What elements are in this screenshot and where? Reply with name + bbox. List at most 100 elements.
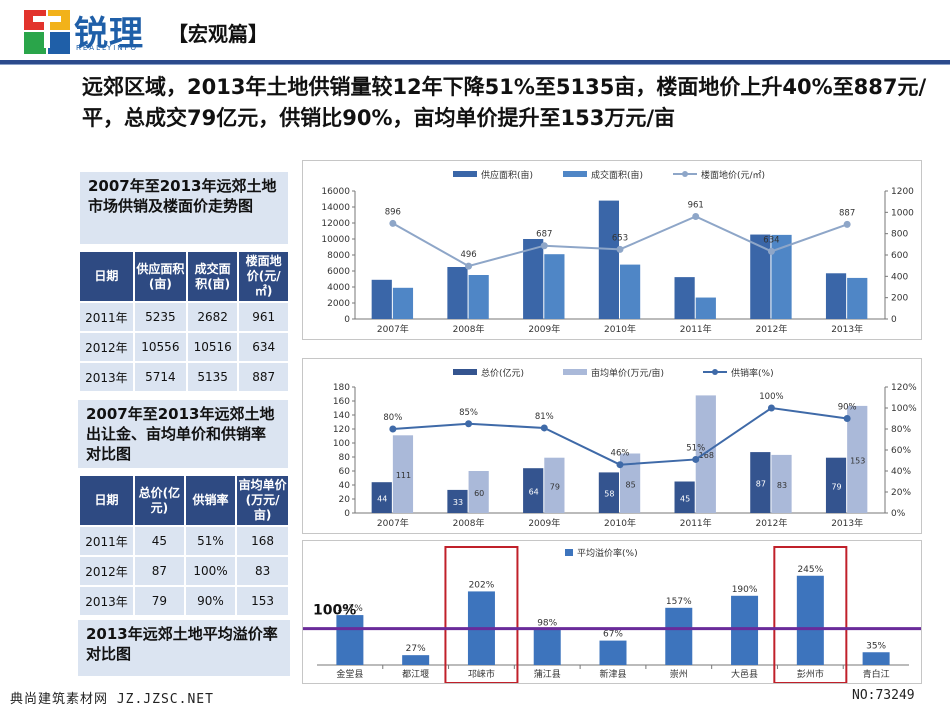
y2-tick-label: 600 — [891, 251, 908, 261]
x-tick-label: 金堂县 — [336, 668, 363, 680]
line-point — [616, 461, 624, 469]
data-label: 153 — [850, 456, 865, 465]
legend-label: 楼面地价(元/㎡) — [701, 169, 765, 181]
line-point — [616, 245, 624, 253]
table-row: 2011年 5235 2682 961 — [80, 303, 288, 331]
table-header-row: 日期 总价(亿元) 供销率 亩均单价(万元/亩) — [80, 476, 288, 525]
x-tick-label: 2008年 — [453, 517, 485, 529]
table-header-cell: 日期 — [80, 476, 134, 525]
chart3-frame: 平均溢价率(%) 137% 金堂县 27% 都江堰 202% 邛崃市 98% 蒲江县 67% 新津县… — [301, 540, 943, 684]
line-point — [843, 220, 851, 228]
reference-line-label: 100% — [313, 603, 356, 619]
line-point — [692, 455, 700, 463]
bar — [674, 481, 695, 513]
panel2-table: 日期 总价(亿元) 供销率 亩均单价(万元/亩) 2011年 45 51% 16… — [78, 474, 290, 617]
panel3-title: 2013年远郊土地平均溢价率对比图 — [78, 620, 290, 676]
brand-name: 锐理 — [74, 14, 144, 54]
line-point — [389, 219, 397, 227]
y-tick-label: 20 — [339, 495, 351, 505]
table-cell: 2012年 — [80, 557, 134, 585]
y-tick-label: 16000 — [321, 187, 350, 197]
x-tick-label: 2010年 — [604, 517, 636, 529]
x-tick-label: 2009年 — [528, 323, 560, 335]
line-label: 51% — [686, 443, 705, 453]
table-cell: 83 — [237, 557, 288, 585]
bar — [468, 471, 489, 513]
line-label: 496 — [460, 250, 476, 260]
table-cell: 87 — [135, 557, 184, 585]
table-cell: 10556 — [134, 333, 186, 361]
x-tick-label: 2013年 — [831, 517, 863, 529]
data-label: 85 — [626, 480, 636, 489]
y2-tick-label: 40% — [891, 467, 911, 477]
data-label: 168 — [699, 451, 714, 460]
bar — [825, 457, 847, 513]
table-cell: 10516 — [188, 333, 238, 361]
line-point — [692, 212, 700, 220]
line-label: 887 — [839, 208, 855, 218]
bar — [523, 468, 544, 513]
y-tick-label: 2000 — [327, 299, 350, 309]
bar — [847, 405, 868, 513]
table-row: 2013年 79 90% 153 — [80, 587, 288, 615]
table-cell: 90% — [185, 587, 236, 615]
data-label: 190% — [732, 585, 758, 595]
x-tick-label: 2012年 — [755, 517, 787, 529]
line-point — [767, 247, 775, 255]
line-label: 46% — [611, 449, 630, 459]
table-cell: 2013年 — [80, 587, 134, 615]
data-label: 87 — [756, 480, 766, 489]
bar — [468, 275, 489, 319]
line-label: 896 — [385, 207, 401, 217]
x-tick-label: 崇州 — [670, 669, 688, 680]
data-label: 111 — [396, 471, 411, 480]
table-cell: 887 — [239, 363, 288, 391]
table-row: 2012年 10556 10516 634 — [80, 333, 288, 361]
y-tick-label: 60 — [339, 467, 351, 477]
table-cell: 168 — [237, 527, 288, 555]
table-header-cell: 成交面积(亩) — [188, 252, 238, 301]
y-tick-label: 140 — [333, 411, 350, 421]
data-label: 79 — [550, 482, 560, 491]
table-cell: 5235 — [134, 303, 186, 331]
table-header-cell: 供应面积(亩) — [134, 252, 186, 301]
table-cell: 2011年 — [80, 527, 134, 555]
x-tick-label: 2011年 — [680, 323, 712, 335]
table-cell: 2011年 — [80, 303, 133, 331]
bar — [533, 629, 561, 665]
bar — [771, 454, 792, 513]
bar — [371, 482, 392, 513]
footer-watermark: 典尚建筑素材网 JZ.JZSC.NET — [10, 692, 214, 707]
line-label: 81% — [535, 412, 554, 422]
table-cell: 2012年 — [80, 333, 133, 361]
y-tick-label: 100 — [333, 439, 350, 449]
chart2-frame: 总价(亿元) 亩均单价(万元/亩) 供销率(%) 0 20 40 60 80 100 120 140… — [302, 358, 922, 534]
chart1-frame: 供应面积(亩) 成交面积(亩) 楼面地价(元/㎡) 0 2000 4000 6000 8000… — [302, 160, 922, 340]
table-row: 2013年 5714 5135 887 — [80, 363, 288, 391]
bar — [598, 200, 619, 319]
y2-tick-label: 800 — [891, 230, 908, 240]
x-tick-label: 新津县 — [599, 668, 626, 680]
line-point — [389, 425, 397, 433]
panel1-title: 2007年至2013年远郊土地市场供销及楼面价走势图 — [80, 172, 288, 244]
table-cell: 51% — [185, 527, 236, 555]
line-label: 653 — [612, 233, 628, 243]
bar — [771, 234, 792, 319]
section-tag: 【宏观篇】 — [168, 22, 268, 46]
bar — [674, 277, 695, 319]
y-tick-label: 160 — [333, 397, 350, 407]
y2-tick-label: 100% — [891, 404, 917, 414]
y-tick-label: 80 — [339, 453, 351, 463]
y2-tick-label: 1000 — [891, 208, 914, 218]
bar — [598, 472, 619, 513]
line-point — [767, 404, 775, 412]
bar — [750, 452, 771, 513]
bar — [695, 297, 716, 319]
price-ratio-chart: 总价(亿元) 亩均单价(万元/亩) 供销率(%) 0 20 40 60 80 100 120 140… — [333, 367, 917, 529]
y2-tick-label: 80% — [891, 425, 911, 435]
table-cell: 5135 — [188, 363, 238, 391]
y2-tick-label: 60% — [891, 446, 911, 456]
supply-sales-chart: 供应面积(亩) 成交面积(亩) 楼面地价(元/㎡)02000400060008000… — [321, 169, 914, 335]
data-label: 245% — [797, 565, 823, 575]
bar — [544, 457, 565, 513]
